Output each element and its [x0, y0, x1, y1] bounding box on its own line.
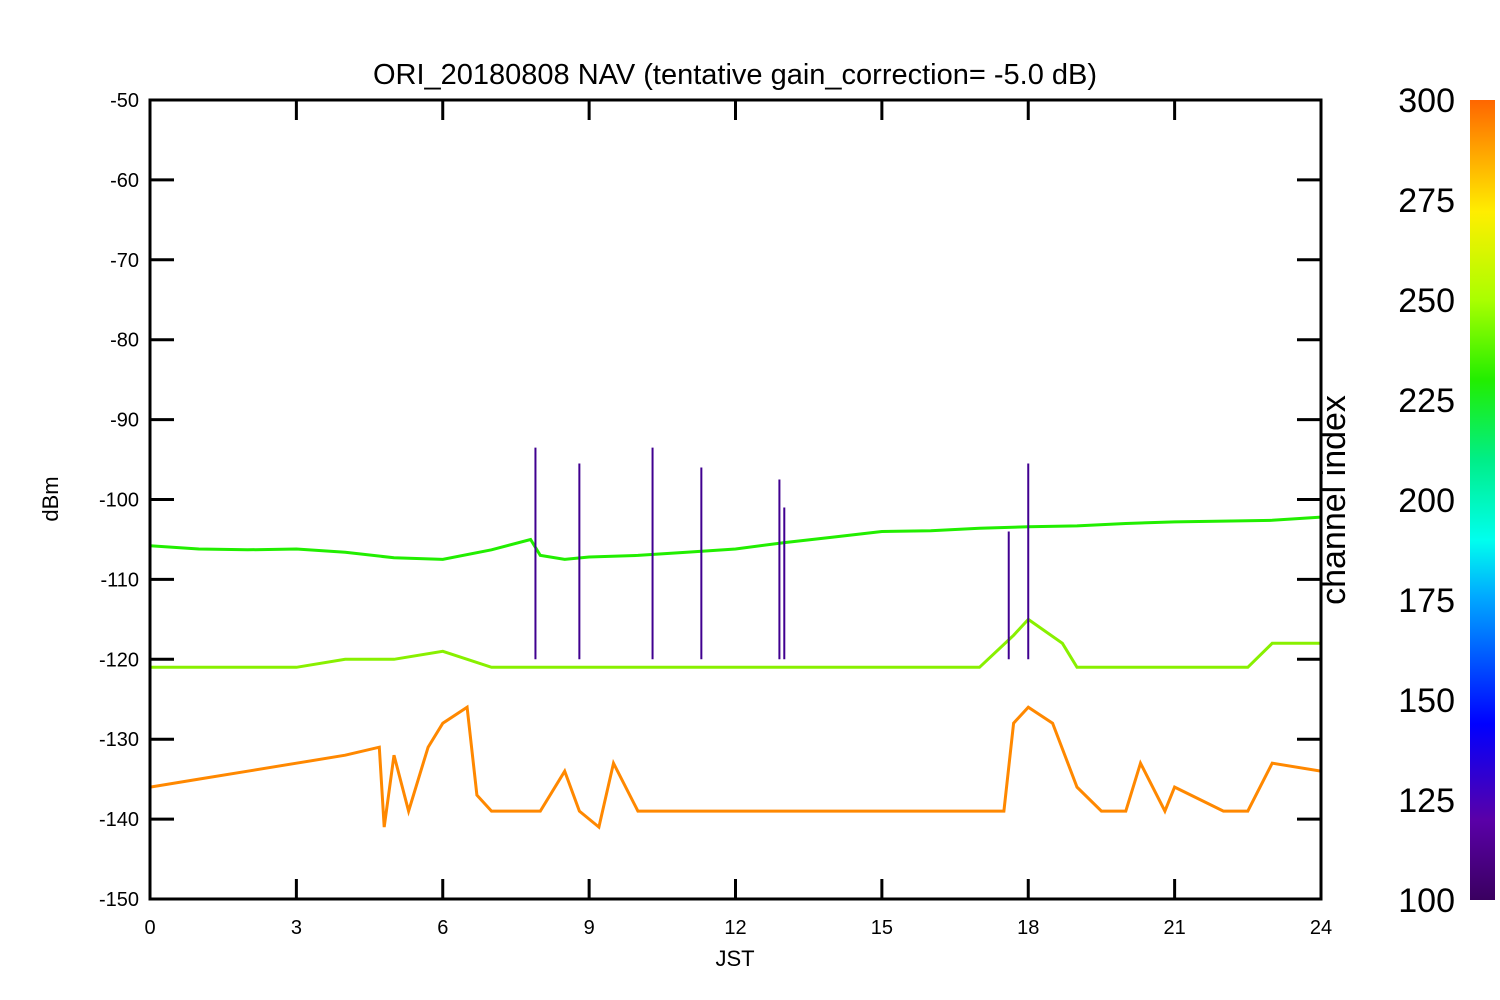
y-tick-label: -80	[110, 330, 139, 352]
series-line-260	[150, 617, 1321, 669]
x-tick-label: 18	[1017, 917, 1039, 939]
y-tick-label: -70	[110, 250, 139, 272]
colorbar-ticks: 300 275 250 225 200 175 150 125 100	[1398, 82, 1455, 920]
colorbar-tick-label: 225	[1398, 382, 1455, 420]
colorbar	[1470, 100, 1495, 900]
y-tick-label: -130	[99, 729, 139, 751]
y-axis: -50 -60 -70 -80 -90 -100 -110 -120 -130 -140 -150	[99, 90, 1321, 911]
x-tick-label: 12	[724, 917, 746, 939]
plot-frame	[148, 98, 1323, 901]
colorbar-tick-label: 300	[1398, 82, 1455, 120]
x-tick-label: 21	[1164, 917, 1186, 939]
colorbar-tick-label: 250	[1398, 282, 1455, 320]
x-tick-label: 15	[871, 917, 893, 939]
y-tick-label: -90	[110, 410, 139, 432]
x-tick-label: 24	[1310, 917, 1332, 939]
x-tick-label: 0	[144, 917, 155, 939]
x-axis-label: JST	[715, 946, 754, 971]
colorbar-tick-label: 200	[1398, 482, 1455, 520]
y-axis-label: dBm	[38, 476, 63, 521]
y-tick-label: -150	[99, 889, 139, 911]
y-tick-label: -120	[99, 649, 139, 671]
x-tick-label: 6	[437, 917, 448, 939]
series-line-290	[150, 704, 1321, 830]
y-tick-label: -100	[99, 490, 139, 512]
plot-area	[150, 447, 1321, 830]
colorbar-tick-label: 175	[1398, 582, 1455, 620]
y-tick-label: -110	[100, 569, 139, 591]
y-tick-label: -50	[110, 90, 139, 112]
y-tick-label: -60	[110, 170, 139, 192]
colorbar-tick-label: 275	[1398, 182, 1455, 220]
colorbar-label: channel index	[1315, 395, 1353, 605]
series-line-230	[150, 515, 1321, 561]
y-tick-label: -140	[99, 809, 139, 831]
colorbar-tick-label: 125	[1398, 782, 1455, 820]
chart-title: ORI_20180808 NAV (tentative gain_correct…	[373, 59, 1097, 91]
colorbar-tick-label: 100	[1398, 882, 1455, 920]
x-tick-label: 9	[584, 917, 595, 939]
colorbar-tick-label: 150	[1398, 682, 1455, 720]
x-axis: 0 3 6 9 12 15 18 21 24	[144, 100, 1332, 939]
x-tick-label: 3	[291, 917, 302, 939]
